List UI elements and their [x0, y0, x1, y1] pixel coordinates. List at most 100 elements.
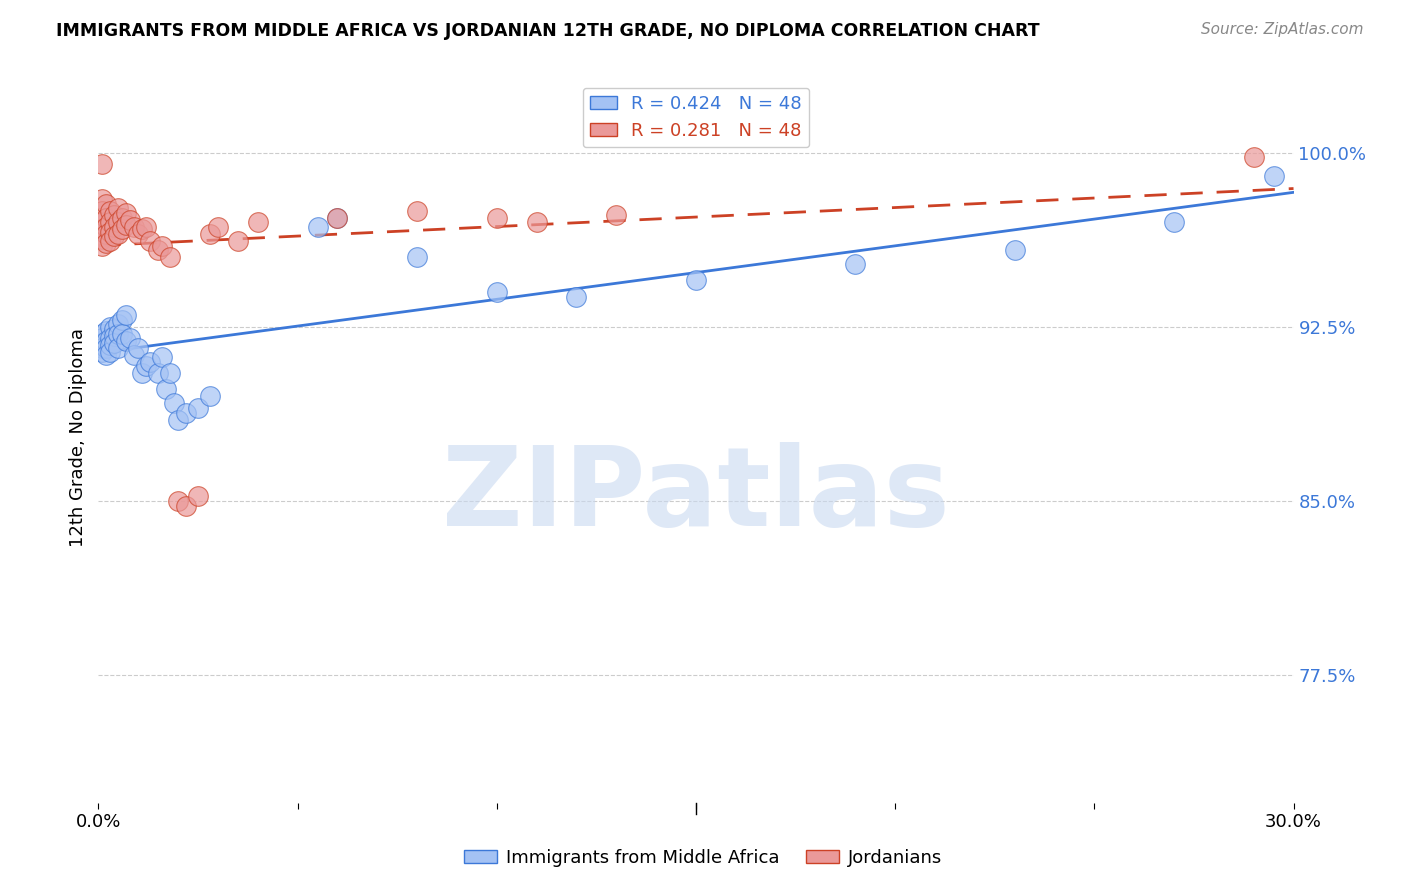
- Point: [103, 336, 125, 351]
- Point: [91, 326, 114, 341]
- Point: [526, 215, 548, 229]
- Point: [96, 348, 118, 362]
- Point: [96, 219, 118, 234]
- Point: [111, 211, 134, 225]
- Point: [1004, 243, 1026, 257]
- Point: [159, 250, 181, 264]
- Point: [111, 326, 134, 341]
- Point: [91, 222, 114, 236]
- Point: [406, 203, 429, 218]
- Text: IMMIGRANTS FROM MIDDLE AFRICA VS JORDANIAN 12TH GRADE, NO DIPLOMA CORRELATION CH: IMMIGRANTS FROM MIDDLE AFRICA VS JORDANI…: [56, 22, 1040, 40]
- Point: [98, 215, 122, 229]
- Legend: R = 0.424   N = 48, R = 0.281   N = 48: R = 0.424 N = 48, R = 0.281 N = 48: [582, 87, 810, 147]
- Point: [111, 222, 134, 236]
- Point: [139, 234, 162, 248]
- Point: [127, 227, 149, 241]
- Point: [565, 290, 588, 304]
- Point: [326, 211, 349, 225]
- Point: [124, 219, 146, 234]
- Point: [406, 250, 429, 264]
- Point: [98, 345, 122, 359]
- Point: [98, 203, 122, 218]
- Point: [103, 208, 125, 222]
- Point: [148, 366, 170, 380]
- Legend: Immigrants from Middle Africa, Jordanians: Immigrants from Middle Africa, Jordanian…: [457, 842, 949, 874]
- Point: [246, 215, 269, 229]
- Point: [135, 219, 157, 234]
- Point: [96, 196, 118, 211]
- Point: [167, 412, 190, 426]
- Point: [120, 213, 142, 227]
- Point: [124, 348, 146, 362]
- Point: [91, 192, 114, 206]
- Point: [131, 366, 153, 380]
- Point: [91, 157, 114, 171]
- Point: [485, 285, 508, 299]
- Point: [91, 215, 114, 229]
- Point: [91, 331, 114, 345]
- Text: ZIPatlas: ZIPatlas: [441, 442, 950, 549]
- Point: [96, 334, 118, 348]
- Point: [844, 257, 866, 271]
- Y-axis label: 12th Grade, No Diploma: 12th Grade, No Diploma: [69, 327, 87, 547]
- Point: [187, 489, 209, 503]
- Point: [150, 350, 173, 364]
- Point: [226, 234, 249, 248]
- Point: [115, 218, 138, 232]
- Point: [685, 273, 707, 287]
- Point: [98, 234, 122, 248]
- Point: [103, 329, 125, 343]
- Point: [139, 354, 162, 368]
- Point: [198, 389, 221, 403]
- Point: [96, 325, 118, 339]
- Point: [167, 494, 190, 508]
- Point: [91, 345, 114, 359]
- Point: [107, 202, 129, 216]
- Point: [150, 238, 173, 252]
- Point: [1263, 169, 1285, 183]
- Point: [98, 338, 122, 352]
- Point: [103, 322, 125, 336]
- Point: [131, 222, 153, 236]
- Point: [326, 211, 349, 225]
- Point: [91, 341, 114, 355]
- Point: [96, 227, 118, 241]
- Point: [159, 366, 181, 380]
- Point: [207, 219, 229, 234]
- Point: [485, 211, 508, 225]
- Point: [1243, 150, 1265, 164]
- Point: [98, 331, 122, 345]
- Point: [155, 383, 177, 397]
- Text: Source: ZipAtlas.com: Source: ZipAtlas.com: [1201, 22, 1364, 37]
- Point: [96, 236, 118, 251]
- Point: [163, 396, 186, 410]
- Point: [91, 231, 114, 245]
- Point: [91, 238, 114, 252]
- Point: [107, 227, 129, 241]
- Point: [115, 334, 138, 348]
- Point: [91, 203, 114, 218]
- Point: [96, 211, 118, 225]
- Point: [98, 225, 122, 239]
- Point: [198, 227, 221, 241]
- Point: [307, 219, 329, 234]
- Point: [103, 229, 125, 244]
- Point: [605, 208, 627, 222]
- Point: [91, 336, 114, 351]
- Point: [115, 206, 138, 220]
- Point: [148, 243, 170, 257]
- Point: [103, 219, 125, 234]
- Point: [1163, 215, 1185, 229]
- Point: [115, 308, 138, 322]
- Point: [174, 406, 197, 420]
- Point: [120, 331, 142, 345]
- Point: [107, 326, 129, 341]
- Point: [111, 313, 134, 327]
- Point: [127, 341, 149, 355]
- Point: [96, 341, 118, 355]
- Point: [107, 341, 129, 355]
- Point: [187, 401, 209, 415]
- Point: [135, 359, 157, 374]
- Point: [107, 215, 129, 229]
- Point: [98, 319, 122, 334]
